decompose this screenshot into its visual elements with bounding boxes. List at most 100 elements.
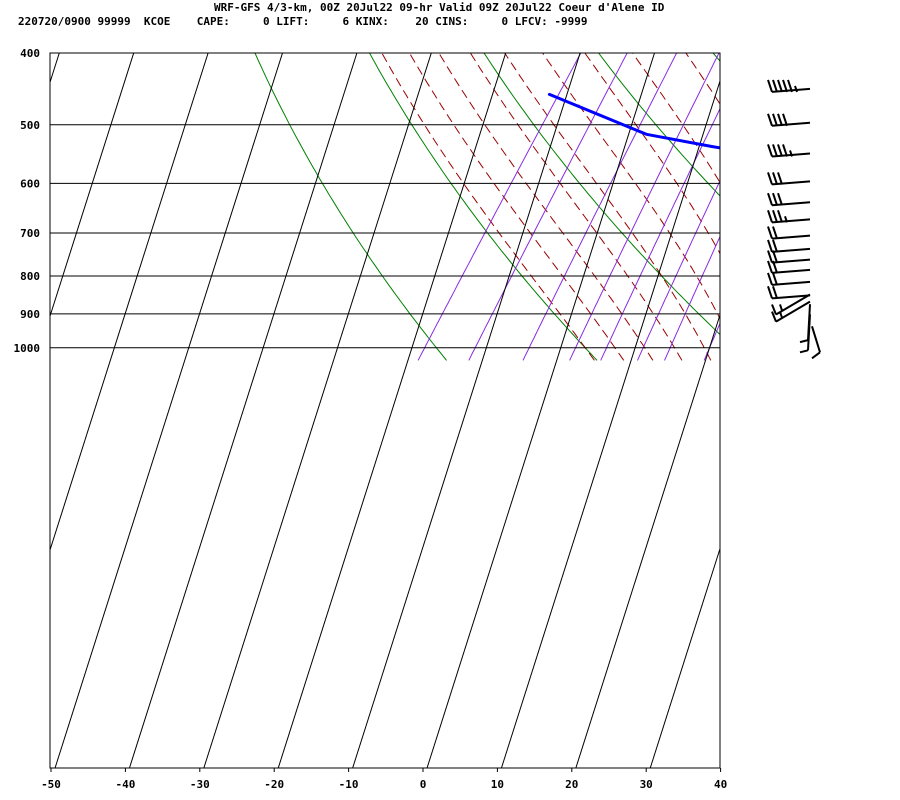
barb-flag <box>767 210 773 223</box>
wind-barb <box>767 210 811 224</box>
barb-flag <box>767 113 773 127</box>
isotherm <box>50 53 135 318</box>
wind-barb <box>767 172 811 186</box>
barb-flag <box>772 260 778 274</box>
wind-barb <box>767 79 811 93</box>
temperature-trace <box>822 91 900 326</box>
barb-shaft <box>771 180 811 186</box>
barb-shaft <box>807 314 811 351</box>
x-tick-label: -50 <box>41 778 61 791</box>
barb-shaft <box>775 293 811 316</box>
y-tick-label: 800 <box>20 270 40 283</box>
isotherm <box>725 53 900 768</box>
barb-shaft <box>771 121 811 127</box>
barb-flag <box>771 311 777 323</box>
wind-barb <box>767 272 811 286</box>
moist-adiabat <box>806 53 884 360</box>
y-tick-label: 600 <box>20 177 40 190</box>
mixing-ratio-line <box>600 107 720 361</box>
barb-flag <box>767 272 773 286</box>
isotherm <box>500 79 720 768</box>
moist-adiabat <box>438 53 654 361</box>
barb-flag <box>767 286 773 299</box>
barb-flag <box>794 85 798 93</box>
wind-barb <box>771 293 811 316</box>
dry-adiabat <box>828 53 900 360</box>
moist-adiabat <box>632 53 720 184</box>
barb-shaft <box>811 325 821 353</box>
x-tick-label: -30 <box>190 778 210 791</box>
traces <box>547 91 900 326</box>
barb-flag <box>767 144 773 157</box>
barb-flag <box>767 260 773 274</box>
moist-adiabat <box>745 53 856 360</box>
x-tick-label: -40 <box>115 778 135 791</box>
x-tick-label: 20 <box>565 778 578 791</box>
mixing-ratio-line <box>664 235 720 361</box>
wind-barbs <box>767 79 821 360</box>
mixing-ratio-line <box>853 53 900 360</box>
mixing-ratio-line <box>569 53 720 361</box>
isotherm <box>54 53 283 768</box>
dry-adiabat <box>483 53 720 336</box>
dry-adiabat <box>369 53 598 361</box>
barb-shaft <box>771 234 811 240</box>
barb-flag <box>811 351 821 360</box>
barb-flag <box>767 226 773 239</box>
barb-flag <box>772 286 778 299</box>
barb-flag <box>772 210 778 223</box>
isotherm <box>873 53 900 768</box>
isotherm <box>277 53 507 768</box>
moist-adiabat <box>381 53 595 361</box>
isotherm <box>799 53 900 768</box>
y-tick-label: 500 <box>20 119 40 132</box>
barb-flag <box>767 79 773 93</box>
wind-barb <box>767 250 811 264</box>
x-tick-label: -10 <box>339 778 359 791</box>
wind-barb <box>767 144 811 158</box>
barb-flag <box>772 239 778 253</box>
isotherm <box>352 53 581 768</box>
barb-flag <box>772 250 778 263</box>
mixing-ratio-line <box>733 53 867 360</box>
barb-flag <box>777 144 783 157</box>
barb-flag <box>782 144 788 157</box>
isotherm <box>203 53 432 768</box>
sounding-stats: 220720/0900 99999 KCOE CAPE: 0 LIFT: 6 K… <box>18 15 588 28</box>
barb-flag <box>779 304 783 311</box>
x-tick-label: 10 <box>491 778 504 791</box>
barb-flag <box>779 311 783 318</box>
mixing-ratio-line <box>522 53 678 361</box>
x-tick-label: -20 <box>264 778 284 791</box>
barb-flag <box>777 113 783 127</box>
barb-flag <box>771 304 777 315</box>
background-lines <box>254 53 900 361</box>
grid <box>50 53 900 768</box>
barb-flag <box>767 192 773 206</box>
barb-shaft <box>775 300 811 323</box>
wind-barb <box>767 260 811 274</box>
barb-flag <box>772 113 778 127</box>
wind-barb <box>767 239 811 253</box>
barb-flag <box>767 172 773 185</box>
dry-adiabat <box>712 53 720 62</box>
barb-flag <box>772 272 778 286</box>
barb-flag <box>777 192 783 206</box>
chart-title: WRF-GFS 4/3-km, 00Z 20Jul22 09-hr Valid … <box>214 1 665 14</box>
barb-flag <box>767 250 773 263</box>
barb-flag <box>772 144 778 157</box>
isotherm <box>649 547 720 768</box>
barb-flag <box>782 113 788 127</box>
mixing-ratio-line <box>703 322 720 361</box>
moist-adiabat <box>409 53 625 361</box>
isotherm <box>128 53 358 768</box>
plot-frame <box>49 52 721 769</box>
y-tick-label: 700 <box>20 227 40 240</box>
x-tick-label: 0 <box>420 778 427 791</box>
wind-barb <box>767 286 811 300</box>
isotherm <box>575 313 720 768</box>
mixing-ratio-line <box>887 53 900 360</box>
barb-flag <box>777 79 783 93</box>
mixing-ratio-line <box>820 53 900 360</box>
